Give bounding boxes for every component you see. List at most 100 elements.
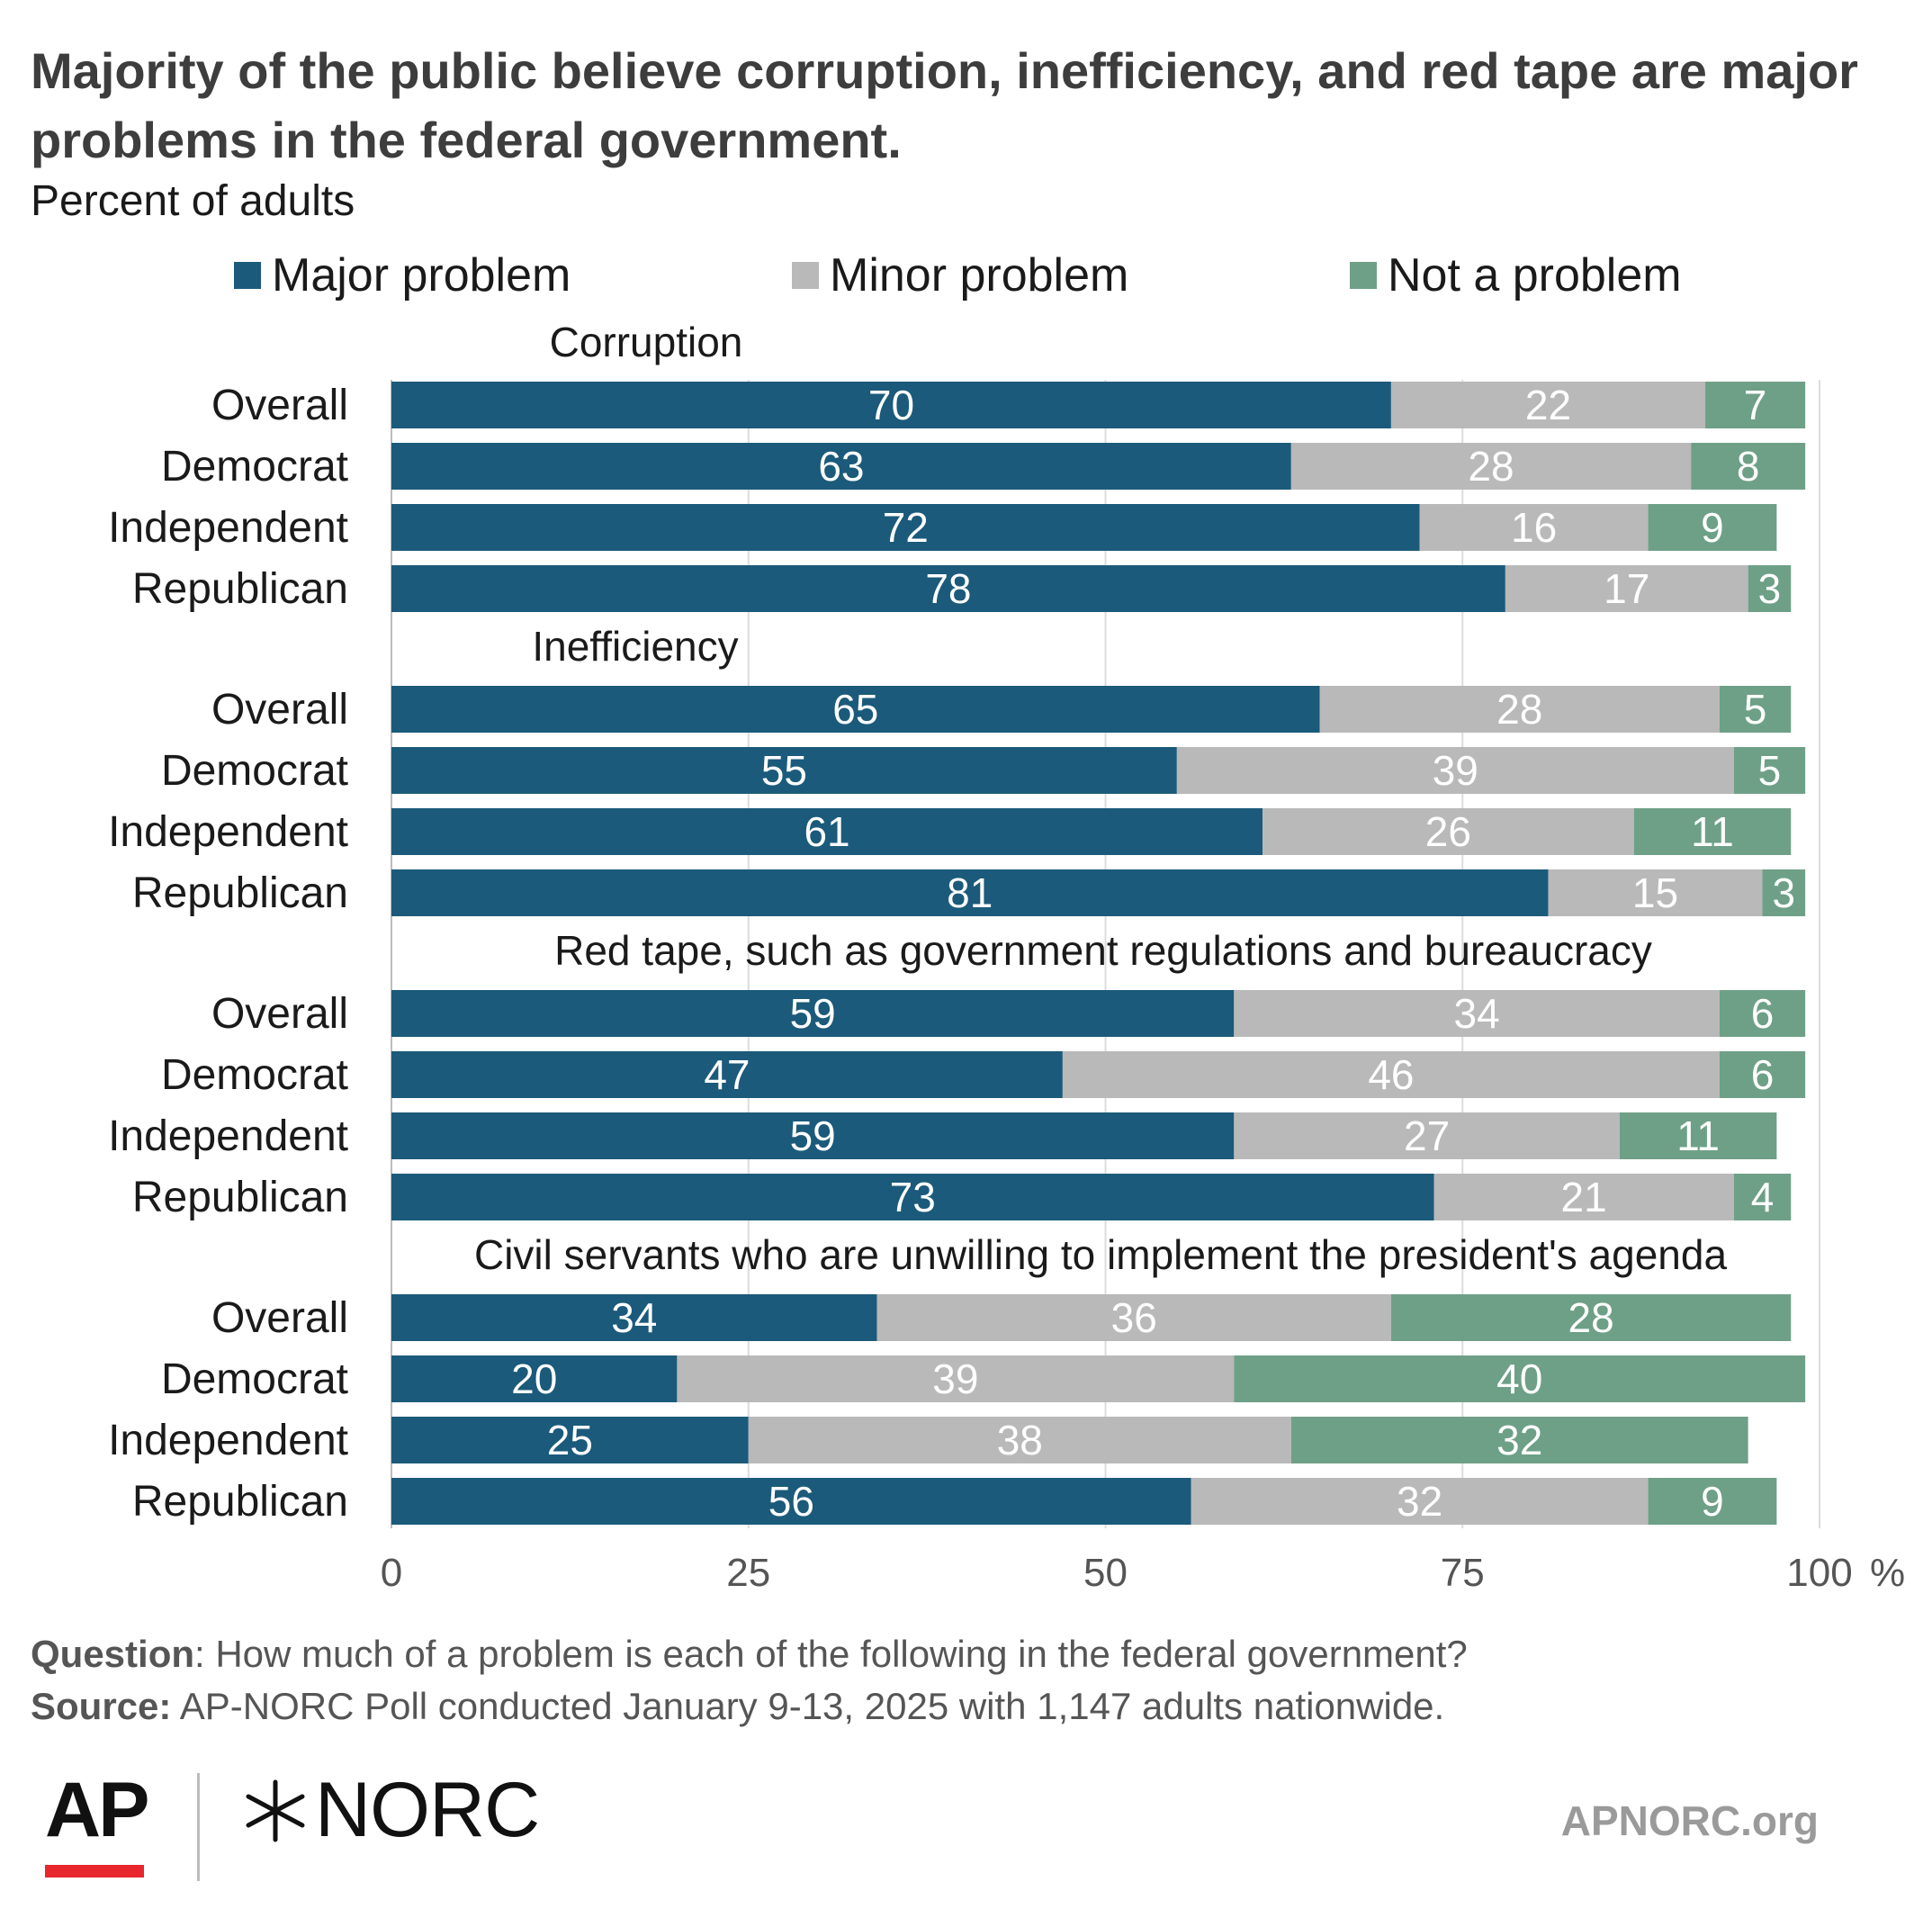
bar-segment-not (1719, 990, 1806, 1037)
legend-swatch-major (234, 262, 261, 289)
bar-segment-major (391, 504, 1420, 551)
bar-chart: 0 25 50 75 100 % Corruption Overall 70 22 7 Democra… (108, 319, 1905, 1595)
bar-value-label: 5 (1758, 747, 1782, 794)
bar-segment-major (391, 808, 1263, 855)
bar-value-label: 38 (997, 1417, 1043, 1463)
bar-segment-not (1619, 1112, 1777, 1159)
row-label: Democrat (161, 747, 348, 795)
row-label: Independent (108, 1112, 348, 1160)
row-label: Republican (132, 1174, 348, 1221)
group-title: Corruption (550, 319, 743, 365)
bar-segment-minor (1505, 565, 1748, 612)
bar-segment-minor (1548, 869, 1763, 916)
row-label: Independent (108, 1417, 348, 1464)
bar-value-label: 17 (1604, 565, 1649, 612)
bar-segment-not (1390, 1294, 1792, 1341)
bar-segment-major (391, 565, 1505, 612)
bar-value-label: 11 (1691, 808, 1734, 855)
bar-segment-major (391, 1294, 877, 1341)
row-label: Overall (211, 686, 348, 734)
bar-value-label: 34 (611, 1294, 657, 1341)
bar-segment-minor (1191, 1478, 1649, 1525)
row-label: Republican (132, 869, 348, 917)
x-tick-label: 100 (1786, 1551, 1852, 1595)
legend-swatch-not (1350, 262, 1377, 289)
bar-segment-minor (1234, 990, 1720, 1037)
question-label: Question (31, 1633, 195, 1675)
bar-value-label: 32 (1496, 1417, 1542, 1463)
bar-value-label: 9 (1701, 1478, 1724, 1525)
row-label: Independent (108, 808, 348, 856)
bar-value-label: 40 (1496, 1355, 1542, 1402)
row-label: Democrat (161, 1355, 348, 1403)
bar-value-label: 56 (768, 1478, 814, 1525)
bar-segment-minor (1433, 1174, 1734, 1220)
bar-value-label: 61 (804, 808, 849, 855)
bar-value-label: 55 (761, 747, 807, 794)
bar-value-label: 7 (1744, 382, 1767, 428)
bar-segment-minor (876, 1294, 1391, 1341)
bar-segment-minor (748, 1417, 1291, 1463)
bar-segment-minor (1176, 747, 1734, 794)
bar-value-label: 4 (1751, 1174, 1775, 1220)
bar-segment-not (1234, 1355, 1806, 1402)
question-text: : How much of a problem is each of the f… (194, 1633, 1468, 1675)
bar-segment-not (1719, 686, 1792, 733)
chart-subtitle: Percent of adults (31, 177, 355, 225)
bar-value-label: 25 (547, 1417, 593, 1463)
website-url: APNORC.org (1560, 1797, 1819, 1844)
bar-segment-major (391, 382, 1391, 428)
bar-segment-not (1705, 382, 1806, 428)
bar-value-label: 3 (1773, 869, 1796, 916)
bar-value-label: 27 (1404, 1112, 1450, 1159)
x-tick-label: 50 (1083, 1551, 1128, 1595)
bar-value-label: 47 (704, 1051, 750, 1098)
bar-segment-not (1748, 565, 1792, 612)
bar-segment-minor (1290, 443, 1692, 490)
bar-value-label: 11 (1676, 1112, 1720, 1159)
bar-value-label: 46 (1368, 1051, 1414, 1098)
bar-value-label: 16 (1511, 504, 1557, 551)
bar-segment-major (391, 747, 1177, 794)
bar-segment-major (391, 1051, 1063, 1098)
bar-value-label: 8 (1737, 443, 1760, 490)
bar-segment-major (391, 1355, 678, 1402)
bar-value-label: 70 (868, 382, 914, 428)
logo-divider (197, 1773, 200, 1881)
row-label: Overall (211, 382, 348, 429)
x-tick-label: 0 (381, 1551, 402, 1595)
x-tick-label: 25 (726, 1551, 770, 1595)
group-title: Civil servants who are unwilling to impl… (474, 1231, 1727, 1278)
bar-value-label: 6 (1751, 990, 1775, 1037)
bar-segment-not (1762, 869, 1806, 916)
bar-value-label: 3 (1758, 565, 1782, 612)
bar-value-label: 26 (1425, 808, 1471, 855)
bar-segment-not (1691, 443, 1806, 490)
x-tick-label: 75 (1441, 1551, 1485, 1595)
bar-segment-not (1648, 504, 1777, 551)
bar-segment-minor (1263, 808, 1634, 855)
legend-label-not: Not a problem (1388, 249, 1682, 302)
bar-segment-minor (1390, 382, 1706, 428)
ap-logo: AP (45, 1767, 149, 1853)
bar-segment-major (391, 1478, 1191, 1525)
bar-value-label: 15 (1632, 869, 1678, 916)
bar-value-label: 6 (1751, 1051, 1775, 1098)
bar-segment-major (391, 1112, 1235, 1159)
bar-value-label: 28 (1496, 686, 1542, 733)
norc-star-icon (246, 1779, 305, 1841)
bar-segment-not (1733, 1174, 1792, 1220)
x-unit-label: % (1870, 1551, 1905, 1595)
row-label: Democrat (161, 443, 348, 491)
bar-value-label: 39 (932, 1355, 978, 1402)
bar-segment-major (391, 686, 1320, 733)
bar-value-label: 32 (1397, 1478, 1442, 1525)
group-title: Red tape, such as government regulations… (554, 927, 1652, 974)
group-title: Inefficiency (532, 623, 738, 670)
bar-value-label: 28 (1568, 1294, 1613, 1341)
legend-swatch-minor (792, 262, 819, 289)
bar-segment-major (391, 869, 1549, 916)
norc-logo-text: NORC (315, 1767, 540, 1853)
bar-segment-minor (1419, 504, 1649, 551)
bar-value-label: 20 (511, 1355, 557, 1402)
